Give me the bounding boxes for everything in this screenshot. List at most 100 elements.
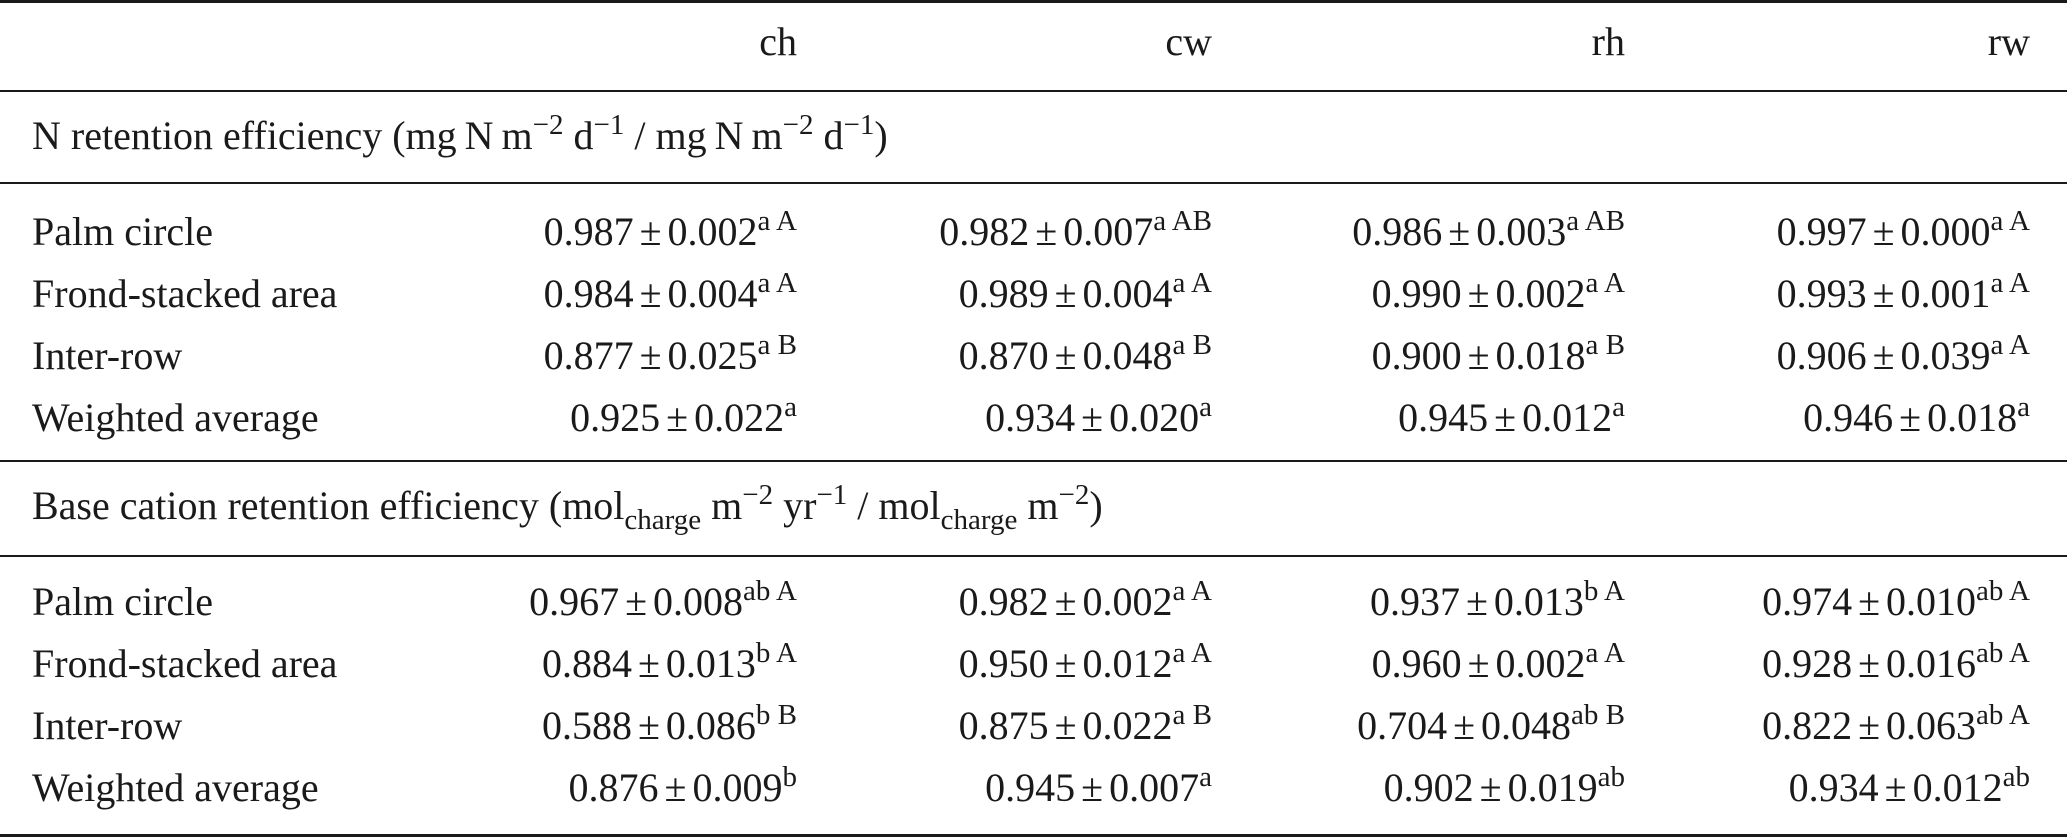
mean-value: 0.876 [568,765,659,810]
significance-letters: a AB [1566,205,1625,237]
significance-letters: a A [1172,637,1212,669]
error-value: 0.022 [1082,703,1173,748]
mean-value: 0.993 [1776,271,1867,316]
section-title-text: / mol [847,483,941,528]
error-value: 0.012 [1912,765,2003,810]
exponent: −1 [816,479,848,511]
section-title-text: m [1017,483,1059,528]
section-title-n-retention: N retention efficiency (mg N m−2 d−1 / m… [32,109,888,160]
significance-letters: a B [1172,699,1212,731]
column-header-rw: rw [1987,19,2030,64]
mean-value: 0.925 [570,395,661,440]
table-cell: 0.993 ±0.001a A [1776,267,2030,318]
table-cell: 0.945 ±0.012a [1398,393,1625,442]
significance-letters: a A [757,267,797,299]
significance-letters: a [1199,761,1212,793]
plus-minus-sign: ± [1467,641,1490,686]
table-cell: 0.997 ±0.000a A [1777,205,2030,256]
significance-letters: a A [1990,329,2030,361]
plus-minus-sign: ± [1465,579,1488,624]
error-value: 0.000 [1900,209,1991,254]
exponent: −1 [843,109,875,141]
section-rule [0,182,2067,184]
mean-value: 0.934 [985,395,1076,440]
exponent: −1 [593,109,625,141]
error-value: 0.001 [1900,271,1991,316]
error-value: 0.013 [1493,579,1584,624]
table-cell: 0.990 ±0.002a A [1372,269,1625,318]
error-value: 0.002 [667,209,758,254]
section-title-text: / mg N m [624,113,783,158]
plus-minus-sign: ± [1081,395,1104,440]
plus-minus-sign: ± [637,641,660,686]
significance-letters: a A [1990,267,2030,299]
table-cell: 0.877 ±0.025a B [544,331,797,380]
error-value: 0.002 [1495,641,1586,686]
table-cell: 0.906 ±0.039a A [1777,329,2030,380]
plus-minus-sign: ± [1081,765,1104,810]
row-label: Inter-row [32,703,183,748]
plus-minus-sign: ± [1054,641,1077,686]
significance-letters: ab A [743,575,797,607]
table-cell: 0.934 ±0.012ab [1788,761,2030,812]
error-value: 0.019 [1507,765,1598,810]
table-cell: 0.900 ±0.018a B [1372,331,1625,380]
exponent: −2 [782,109,814,141]
error-value: 0.025 [667,333,758,378]
mean-value: 0.870 [958,333,1049,378]
table-cell: 0.967 ±0.008ab A [529,575,797,626]
plus-minus-sign: ± [625,579,648,624]
plus-minus-sign: ± [637,703,660,748]
mean-value: 0.937 [1369,579,1460,624]
mean-value: 0.588 [541,703,632,748]
mean-value: 0.884 [541,641,632,686]
mean-value: 0.967 [529,579,620,624]
plus-minus-sign: ± [666,395,689,440]
significance-letters: ab A [1976,637,2030,669]
error-value: 0.002 [1495,271,1586,316]
table-cell: 0.588 ±0.086b B [541,701,797,750]
plus-minus-sign: ± [1872,271,1895,316]
table-cell: 0.870 ±0.048a B [958,331,1212,380]
plus-minus-sign: ± [1054,703,1077,748]
plus-minus-sign: ± [1872,209,1895,254]
error-value: 0.002 [1082,579,1173,624]
error-value: 0.039 [1900,333,1991,378]
row-label: Palm circle [32,209,214,254]
plus-minus-sign: ± [639,271,662,316]
plus-minus-sign: ± [1467,333,1490,378]
error-value: 0.018 [1495,333,1586,378]
error-value: 0.016 [1886,641,1977,686]
mean-value: 0.950 [958,641,1049,686]
significance-letters: a A [1990,205,2030,237]
mean-value: 0.945 [1398,395,1489,440]
significance-letters: ab A [1976,575,2030,607]
mean-value: 0.704 [1357,703,1448,748]
error-value: 0.004 [1082,271,1173,316]
section-title-text: yr [773,483,817,528]
error-value: 0.022 [694,395,785,440]
table-cell: 0.946 ±0.018a [1803,391,2030,442]
column-header-rh: rh [1591,19,1625,64]
table-cell: 0.822 ±0.063ab A [1762,699,2030,750]
significance-letters: ab B [1571,699,1625,731]
mean-value: 0.934 [1788,765,1879,810]
section-title-text: N retention efficiency (mg N m [32,113,533,158]
mean-value: 0.928 [1762,641,1853,686]
plus-minus-sign: ± [664,765,687,810]
significance-letters: ab A [1976,699,2030,731]
significance-letters: b A [1583,575,1625,607]
significance-letters: ab [2002,761,2030,793]
error-value: 0.007 [1063,209,1154,254]
error-value: 0.018 [1927,395,2018,440]
table-cell: 0.960 ±0.002a A [1372,639,1625,688]
significance-letters: a A [1172,575,1212,607]
table-cell: 0.989 ±0.004a A [959,269,1212,318]
significance-letters: a A [757,205,797,237]
section-title-text: d [813,113,844,158]
row-label: Inter-row [32,333,183,378]
table-cell: 0.982 ±0.002a A [959,575,1212,626]
error-value: 0.009 [692,765,783,810]
significance-letters: a [2017,391,2030,423]
subscript: charge [940,504,1018,536]
